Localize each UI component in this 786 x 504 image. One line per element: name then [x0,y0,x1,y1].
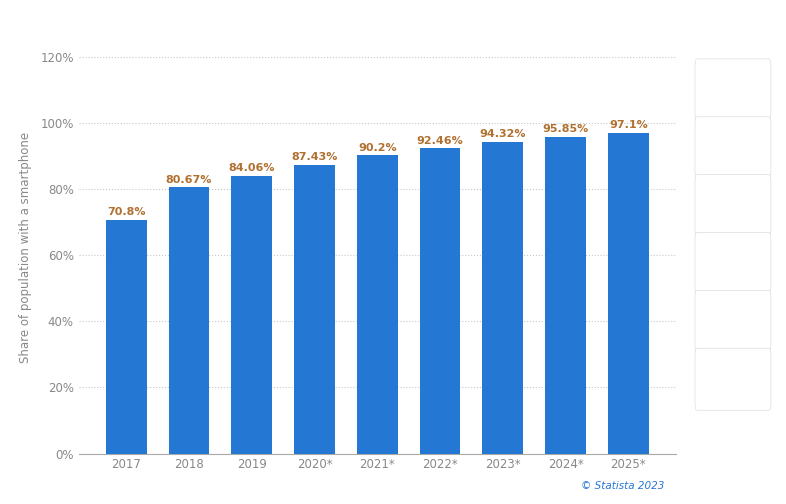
Text: 92.46%: 92.46% [417,136,464,146]
FancyBboxPatch shape [695,117,771,179]
Text: 87.43%: 87.43% [292,152,338,162]
Bar [608,133,648,454]
FancyBboxPatch shape [695,232,771,294]
Bar [106,220,146,454]
Bar [357,155,398,454]
FancyBboxPatch shape [695,348,771,410]
FancyBboxPatch shape [695,175,771,237]
Bar [294,164,335,454]
Y-axis label: Share of population with a smartphone: Share of population with a smartphone [19,132,32,362]
Bar [545,137,586,454]
Bar [420,148,461,454]
Text: 84.06%: 84.06% [229,163,275,173]
Text: 95.85%: 95.85% [542,124,589,135]
Bar [168,187,209,454]
Text: 80.67%: 80.67% [166,174,212,184]
FancyBboxPatch shape [695,290,771,352]
Text: 90.2%: 90.2% [358,143,397,153]
Text: 70.8%: 70.8% [107,207,145,217]
Text: 94.32%: 94.32% [479,130,526,140]
Text: © Statista 2023: © Statista 2023 [581,481,664,491]
Bar [231,176,272,454]
FancyBboxPatch shape [695,59,771,121]
Text: 97.1%: 97.1% [609,120,648,130]
Bar [483,142,523,454]
